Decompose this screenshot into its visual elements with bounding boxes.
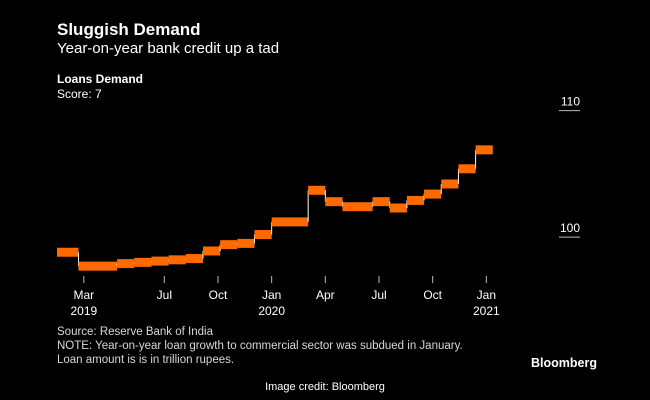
data-step — [202, 246, 221, 256]
bloomberg-logo: Bloomberg — [531, 356, 597, 370]
data-step — [406, 195, 425, 205]
x-tick-label: Jul — [371, 288, 386, 302]
data-step — [168, 255, 186, 265]
subdued-note: NOTE: Year-on-year loan growth to commer… — [57, 340, 463, 352]
y-tick-label: 110 — [561, 95, 580, 109]
x-axis: Mar 2019 Jul Oct Jan 2020 Apr Jul Oct Jan 2021 — [70, 276, 500, 318]
chart-subtitle: Year-on-year bank credit up a tad — [57, 40, 280, 57]
panel-score: Score: 7 — [57, 87, 102, 101]
data-step — [441, 179, 459, 189]
plot-area — [57, 145, 493, 271]
data-step — [117, 259, 135, 269]
x-tick-label: Oct — [209, 288, 228, 302]
data-step — [372, 197, 390, 207]
x-tick-label: Oct — [423, 288, 442, 302]
unit-note: Loan amount is is in trillion rupees. — [57, 354, 235, 366]
x-tick-year: 2019 — [70, 304, 97, 318]
x-tick-label: Jul — [157, 288, 172, 302]
y-gridlines: 100 110 — [559, 95, 580, 238]
data-step — [254, 230, 272, 240]
data-step — [57, 247, 79, 257]
source-note: Source: Reserve Bank of India — [57, 326, 213, 338]
chart-title: Sluggish Demand — [57, 20, 201, 39]
data-step — [308, 185, 326, 195]
data-step — [325, 197, 343, 207]
data-step — [458, 164, 476, 174]
x-tick-label: Jan — [262, 288, 281, 302]
data-step — [151, 256, 169, 266]
data-step — [271, 217, 309, 227]
data-step — [78, 261, 118, 271]
data-step — [475, 145, 493, 155]
data-step — [134, 257, 152, 267]
x-tick-label: Mar — [73, 288, 94, 302]
panel-title: Loans Demand — [57, 72, 144, 86]
data-step — [237, 238, 255, 248]
x-tick-label: Jan — [477, 288, 496, 302]
data-step — [342, 202, 373, 212]
x-tick-year: 2021 — [473, 304, 500, 318]
x-tick-year: 2020 — [258, 304, 285, 318]
data-step — [424, 189, 442, 199]
y-tick-label: 100 — [560, 221, 580, 235]
data-step — [389, 203, 407, 213]
x-tick-label: Apr — [316, 288, 335, 302]
data-step — [185, 254, 203, 264]
data-step — [220, 240, 238, 250]
footnotes: Source: Reserve Bank of India NOTE: Year… — [57, 325, 463, 367]
image-credit: Image credit: Bloomberg — [265, 381, 385, 393]
